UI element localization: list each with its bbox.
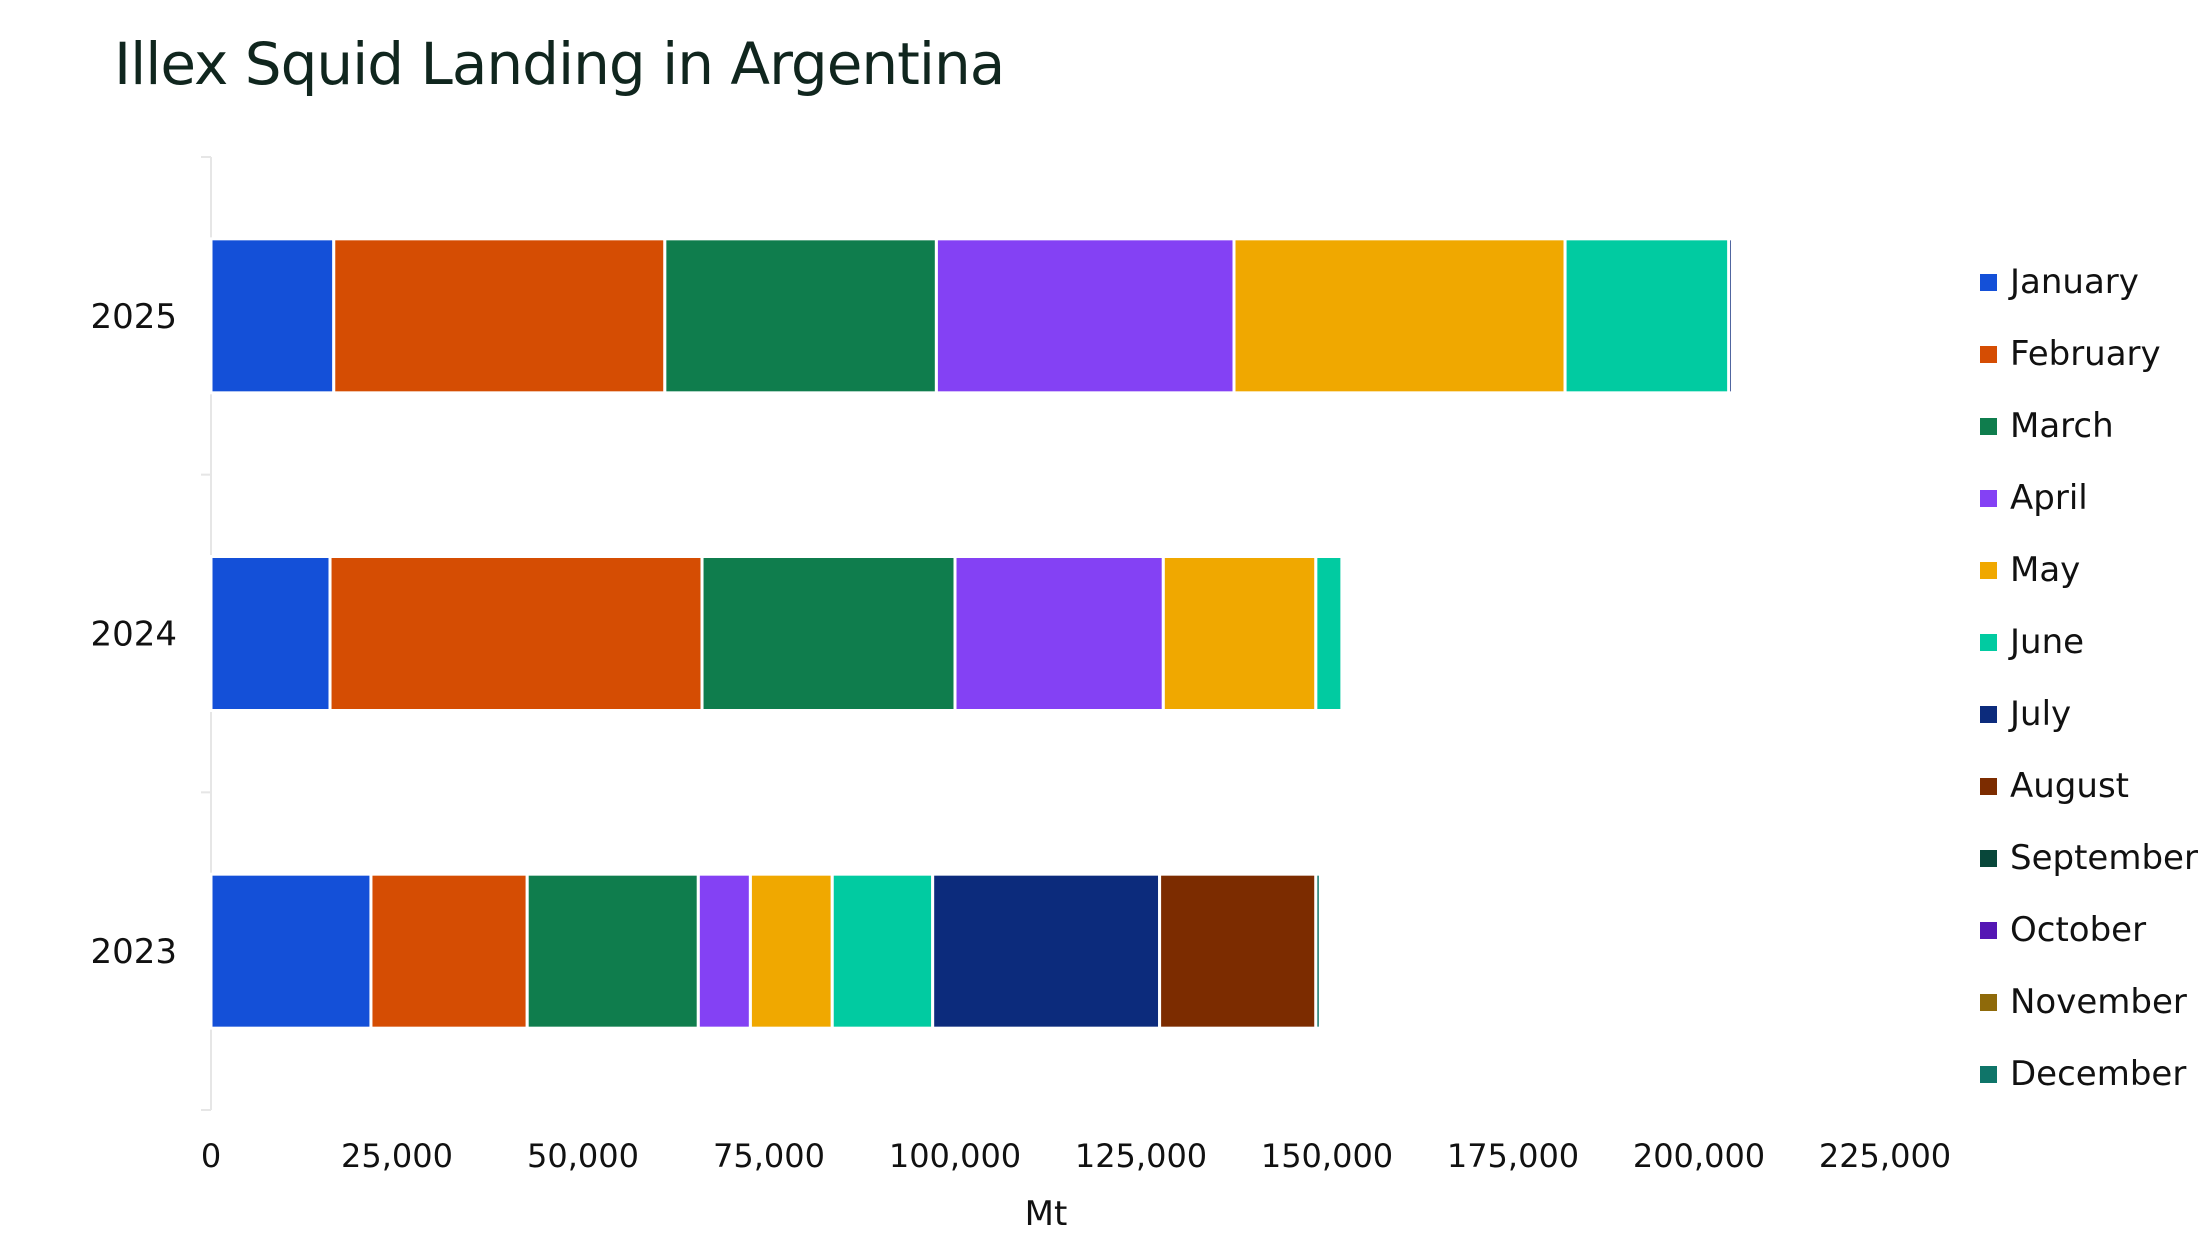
- legend-item-june: June: [1980, 622, 2084, 662]
- x-tick-label: 200,000: [1633, 1137, 1765, 1175]
- bar-2024-january: [209, 555, 332, 712]
- legend-item-april: April: [1980, 478, 2088, 518]
- legend-swatch: [1980, 489, 1997, 507]
- legend-swatch: [1980, 849, 1997, 867]
- legend-swatch: [1980, 633, 1997, 651]
- bar-2025-april: [934, 237, 1236, 395]
- legend-label: September: [2010, 838, 2198, 878]
- bar-2023-february: [369, 872, 529, 1030]
- legend-swatch: [1980, 273, 1997, 291]
- bar-2024-may: [1161, 555, 1318, 712]
- bar-2025-may: [1232, 237, 1567, 395]
- legend-item-march: March: [1980, 406, 2114, 446]
- legend-item-may: May: [1980, 550, 2080, 590]
- legend-swatch: [1980, 993, 1997, 1011]
- legend-item-october: October: [1980, 910, 2146, 950]
- legend-label: April: [2010, 478, 2088, 518]
- legend-label: May: [2010, 550, 2081, 590]
- bar-2025-january: [209, 237, 336, 395]
- legend-swatch: [1980, 417, 1997, 435]
- bar-2023-july: [931, 872, 1162, 1030]
- y-category-label: 2024: [90, 615, 177, 655]
- y-category-label: 2025: [90, 297, 177, 337]
- x-tick-label: 50,000: [527, 1137, 639, 1175]
- legend-item-december: December: [1980, 1054, 2186, 1094]
- legend-swatch: [1980, 345, 1997, 363]
- bar-2023-june: [830, 872, 935, 1030]
- x-tick-label: 150,000: [1261, 1137, 1393, 1175]
- bar-2024-april: [953, 555, 1165, 712]
- legend-item-february: February: [1980, 334, 2161, 374]
- legend-item-november: November: [1980, 982, 2187, 1022]
- chart-title: Illex Squid Landing in Argentina: [114, 30, 1005, 98]
- x-tick-label: 225,000: [1819, 1137, 1951, 1175]
- bar-2025-june: [1563, 237, 1731, 395]
- bar-2025-july: [1727, 237, 1734, 395]
- legend-swatch: [1980, 1065, 1997, 1083]
- x-tick-label: 125,000: [1075, 1137, 1207, 1175]
- legend-label: October: [2010, 910, 2147, 950]
- legend-label: March: [2010, 406, 2114, 446]
- bar-2025-february: [332, 237, 667, 395]
- bar-2024-february: [328, 555, 704, 712]
- legend-label: November: [2010, 982, 2187, 1022]
- legend-item-august: August: [1980, 766, 2129, 806]
- legend-swatch: [1980, 561, 1997, 579]
- bar-2023-april: [696, 872, 752, 1030]
- bar-2024-june: [1314, 555, 1344, 712]
- legend-label: February: [2010, 334, 2161, 374]
- y-category-label: 2023: [90, 932, 177, 972]
- bar-2024-march: [700, 555, 957, 712]
- bar-2023-march: [525, 872, 700, 1030]
- legend-swatch: [1980, 705, 1997, 723]
- bars-layer: [209, 237, 1734, 1030]
- bar-2023-january: [209, 872, 373, 1030]
- legend-item-september: September: [1980, 838, 2198, 878]
- legend-item-july: July: [1980, 694, 2071, 734]
- x-axis-title: Mt: [1025, 1194, 1068, 1234]
- x-tick-label: 25,000: [341, 1137, 453, 1175]
- x-tick-label: 0: [201, 1137, 221, 1175]
- legend-swatch: [1980, 921, 1997, 939]
- legend-item-january: January: [1980, 262, 2139, 302]
- x-tick-label: 100,000: [889, 1137, 1021, 1175]
- x-tick-label: 75,000: [713, 1137, 825, 1175]
- bar-2023-may: [748, 872, 834, 1030]
- y-category-labels: 2025 2024 2023: [90, 297, 177, 972]
- bar-2023-august: [1158, 872, 1318, 1030]
- bar-2025-march: [663, 237, 938, 395]
- bar-2023-december: [1314, 872, 1322, 1030]
- legend-label: August: [2010, 766, 2129, 806]
- x-tick-label: 175,000: [1447, 1137, 1579, 1175]
- legend-label: December: [2010, 1054, 2187, 1094]
- legend-label: June: [2010, 622, 2085, 662]
- legend-swatch: [1980, 777, 1997, 795]
- legend-label: July: [2010, 694, 2072, 734]
- legend-label: January: [2010, 262, 2139, 302]
- x-tick-labels: 0 25,000 50,000 75,000 100,000 125,000 150,000…: [201, 1137, 1951, 1175]
